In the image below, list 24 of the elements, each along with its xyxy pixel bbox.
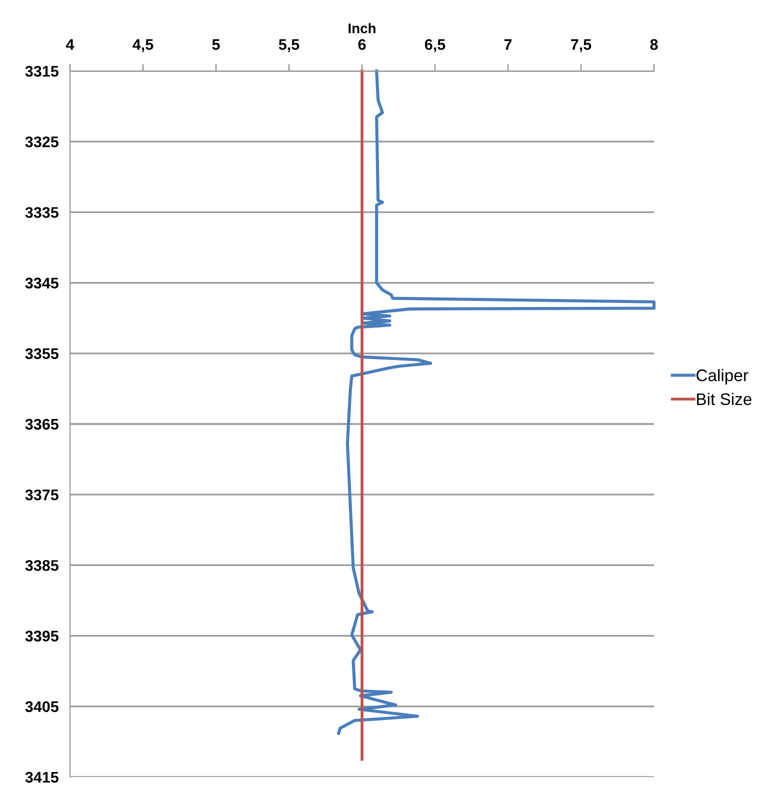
y-tick-label: 3345	[25, 278, 58, 289]
legend-label: Caliper	[696, 368, 748, 385]
y-tick-label: 3335	[25, 207, 58, 218]
y-tick-label: 3375	[25, 489, 58, 500]
y-tick-label: 3365	[25, 418, 58, 430]
x-tick-label: 4	[66, 39, 74, 50]
y-tick-label: 3325	[25, 136, 58, 148]
x-tick-label: 8	[650, 39, 658, 50]
x-axis-title: Inch	[348, 23, 376, 34]
x-tick-label: 5	[212, 39, 220, 50]
line-series	[337, 69, 656, 735]
x-tick-label: 7,5	[571, 39, 592, 52]
y-tick-label: 3415	[25, 772, 58, 783]
y-tick-label: 3315	[25, 66, 58, 77]
y-tick-label: 3405	[25, 701, 58, 712]
x-tick-label: 7	[504, 39, 512, 50]
x-tick-label: 6	[358, 39, 366, 50]
x-tick-label: 5,5	[278, 39, 300, 52]
legend-label: Bit Size	[697, 392, 752, 406]
y-tick-label: 3355	[25, 348, 58, 360]
x-tick-label: 6,5	[424, 39, 446, 52]
x-tick-label: 4,5	[132, 39, 154, 52]
y-tick-label: 3385	[25, 560, 58, 571]
y-tick-label: 3395	[25, 630, 58, 642]
